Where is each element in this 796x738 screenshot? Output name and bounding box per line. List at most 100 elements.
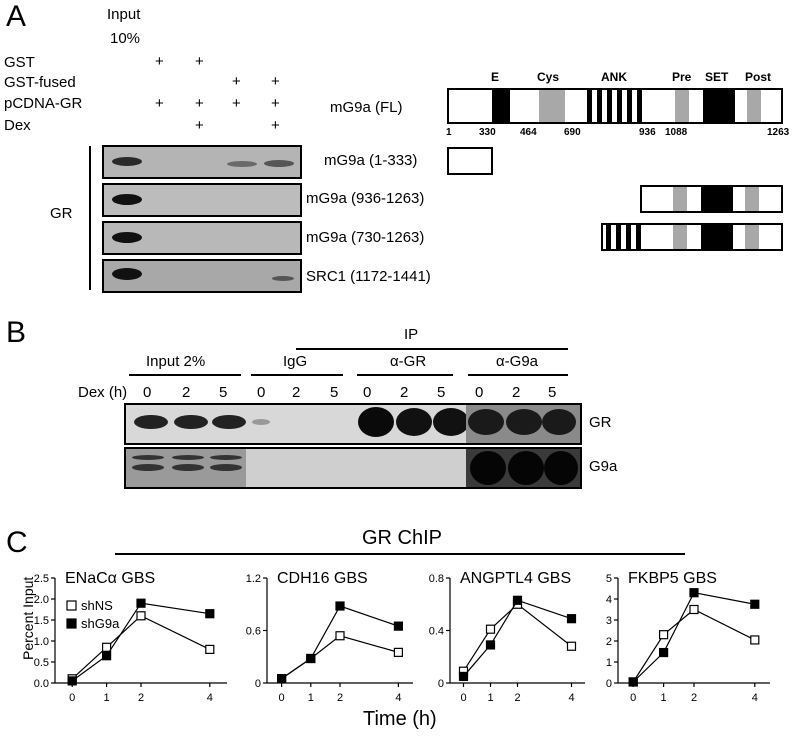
series-line [632,592,755,683]
y-tick-label: 0.4 [429,626,444,638]
row-label-dex: Dex [4,117,31,134]
time-label: 5 [219,384,228,401]
data-point [205,609,215,619]
row-label-gr: GR [589,414,612,431]
plus-sign: + [232,73,241,90]
y-tick-label: 0.8 [429,573,444,585]
time-label: 2 [182,384,191,401]
data-point [335,601,345,611]
data-point [750,635,760,645]
plus-sign: + [195,117,204,134]
data-point [306,653,316,664]
plus-sign: + [271,95,280,112]
chip-header: GR ChIP [362,527,443,549]
x-tick-label: 2 [514,692,520,704]
row-label-gst: GST [4,54,35,71]
data-point [658,647,669,658]
blot-strip-gr [124,403,582,445]
y-tick-label: 3 [606,615,612,627]
row-label-pcdna-gr: pCDNA-GR [4,95,83,112]
plus-sign: + [155,95,164,112]
position-label: 1263 [767,127,790,138]
series-line [463,599,572,677]
data-point [512,595,523,605]
domain-label-set: SET [705,70,729,84]
fragment-730-1263-diagram [601,223,783,251]
time-label: 0 [363,384,372,401]
data-point [101,651,112,661]
panel-letter-b: B [6,316,27,349]
y-tick-label: 5 [606,573,612,585]
chart-title: FKBP5 GBS [628,570,717,587]
input-percent-label: 10% [110,30,141,47]
plus-sign: + [232,95,241,112]
time-label: 0 [143,384,152,401]
series-line [632,608,756,683]
g9a-full-length-diagram [447,88,783,124]
y-tick-label: 0 [438,678,444,690]
legend-label-shg9a: shG9a [81,616,120,631]
blot-strip-g9a [124,447,582,489]
ip-label: IP [404,326,419,343]
data-point [458,671,469,682]
x-tick-label: 1 [487,692,493,704]
y-tick-label: 4 [606,594,612,606]
plus-sign: + [195,95,204,112]
data-point [136,598,146,608]
gr-bracket-line [89,146,91,290]
data-point [393,621,403,631]
data-point [393,647,403,657]
blot-strip [102,145,302,179]
x-tick-label: 2 [138,692,144,704]
fragment-1-333-diagram [447,147,493,175]
time-label: 5 [548,384,557,401]
plus-sign: + [195,53,204,70]
data-point [628,677,638,687]
input-label: Input [107,6,141,23]
position-label: 936 [639,127,656,138]
x-tick-label: 4 [752,692,758,704]
domain-label-ank: ANK [601,70,627,84]
group-label-agr: α-GR [390,353,427,370]
x-tick-label: 1 [104,692,110,704]
data-point [67,676,77,686]
chart-title: ANGPTL4 GBS [460,570,571,587]
time-label: 2 [292,384,301,401]
chart-title: ENaCα GBS [65,570,155,587]
blot-label-730-1263: mG9a (730-1263) [306,229,425,246]
group-underline [357,374,453,376]
data-point [277,674,287,684]
x-tick-label: 0 [279,692,285,704]
y-tick-label: 0 [606,678,612,690]
plus-sign: + [155,53,164,70]
x-tick-label: 4 [395,692,401,704]
chip-header-line [115,553,685,555]
time-label: 5 [437,384,446,401]
legend-marker-shns [66,600,77,611]
x-tick-label: 4 [568,692,574,704]
series-line [71,602,210,682]
data-point [658,630,669,640]
x-axis-label: Time (h) [363,708,437,730]
data-point [689,604,699,615]
x-tick-label: 2 [691,692,697,704]
time-label: 0 [475,384,484,401]
x-tick-label: 0 [460,692,466,704]
group-underline [468,374,568,376]
plus-sign: + [271,73,280,90]
series-line [281,635,399,680]
gr-label: GR [50,205,73,222]
blot-label-936-1263: mG9a (936-1263) [306,190,425,207]
x-tick-label: 1 [661,692,667,704]
series-line [462,603,572,672]
y-tick-label: 0 [255,678,261,690]
dex-h-label: Dex (h) [78,384,128,401]
position-label: 464 [520,127,537,138]
series-line [71,615,211,680]
data-point [205,644,215,655]
group-label-ag9a: α-G9a [496,353,539,370]
position-label: 1088 [665,127,688,138]
data-point [485,624,496,634]
y-tick-label: 2 [606,636,612,648]
